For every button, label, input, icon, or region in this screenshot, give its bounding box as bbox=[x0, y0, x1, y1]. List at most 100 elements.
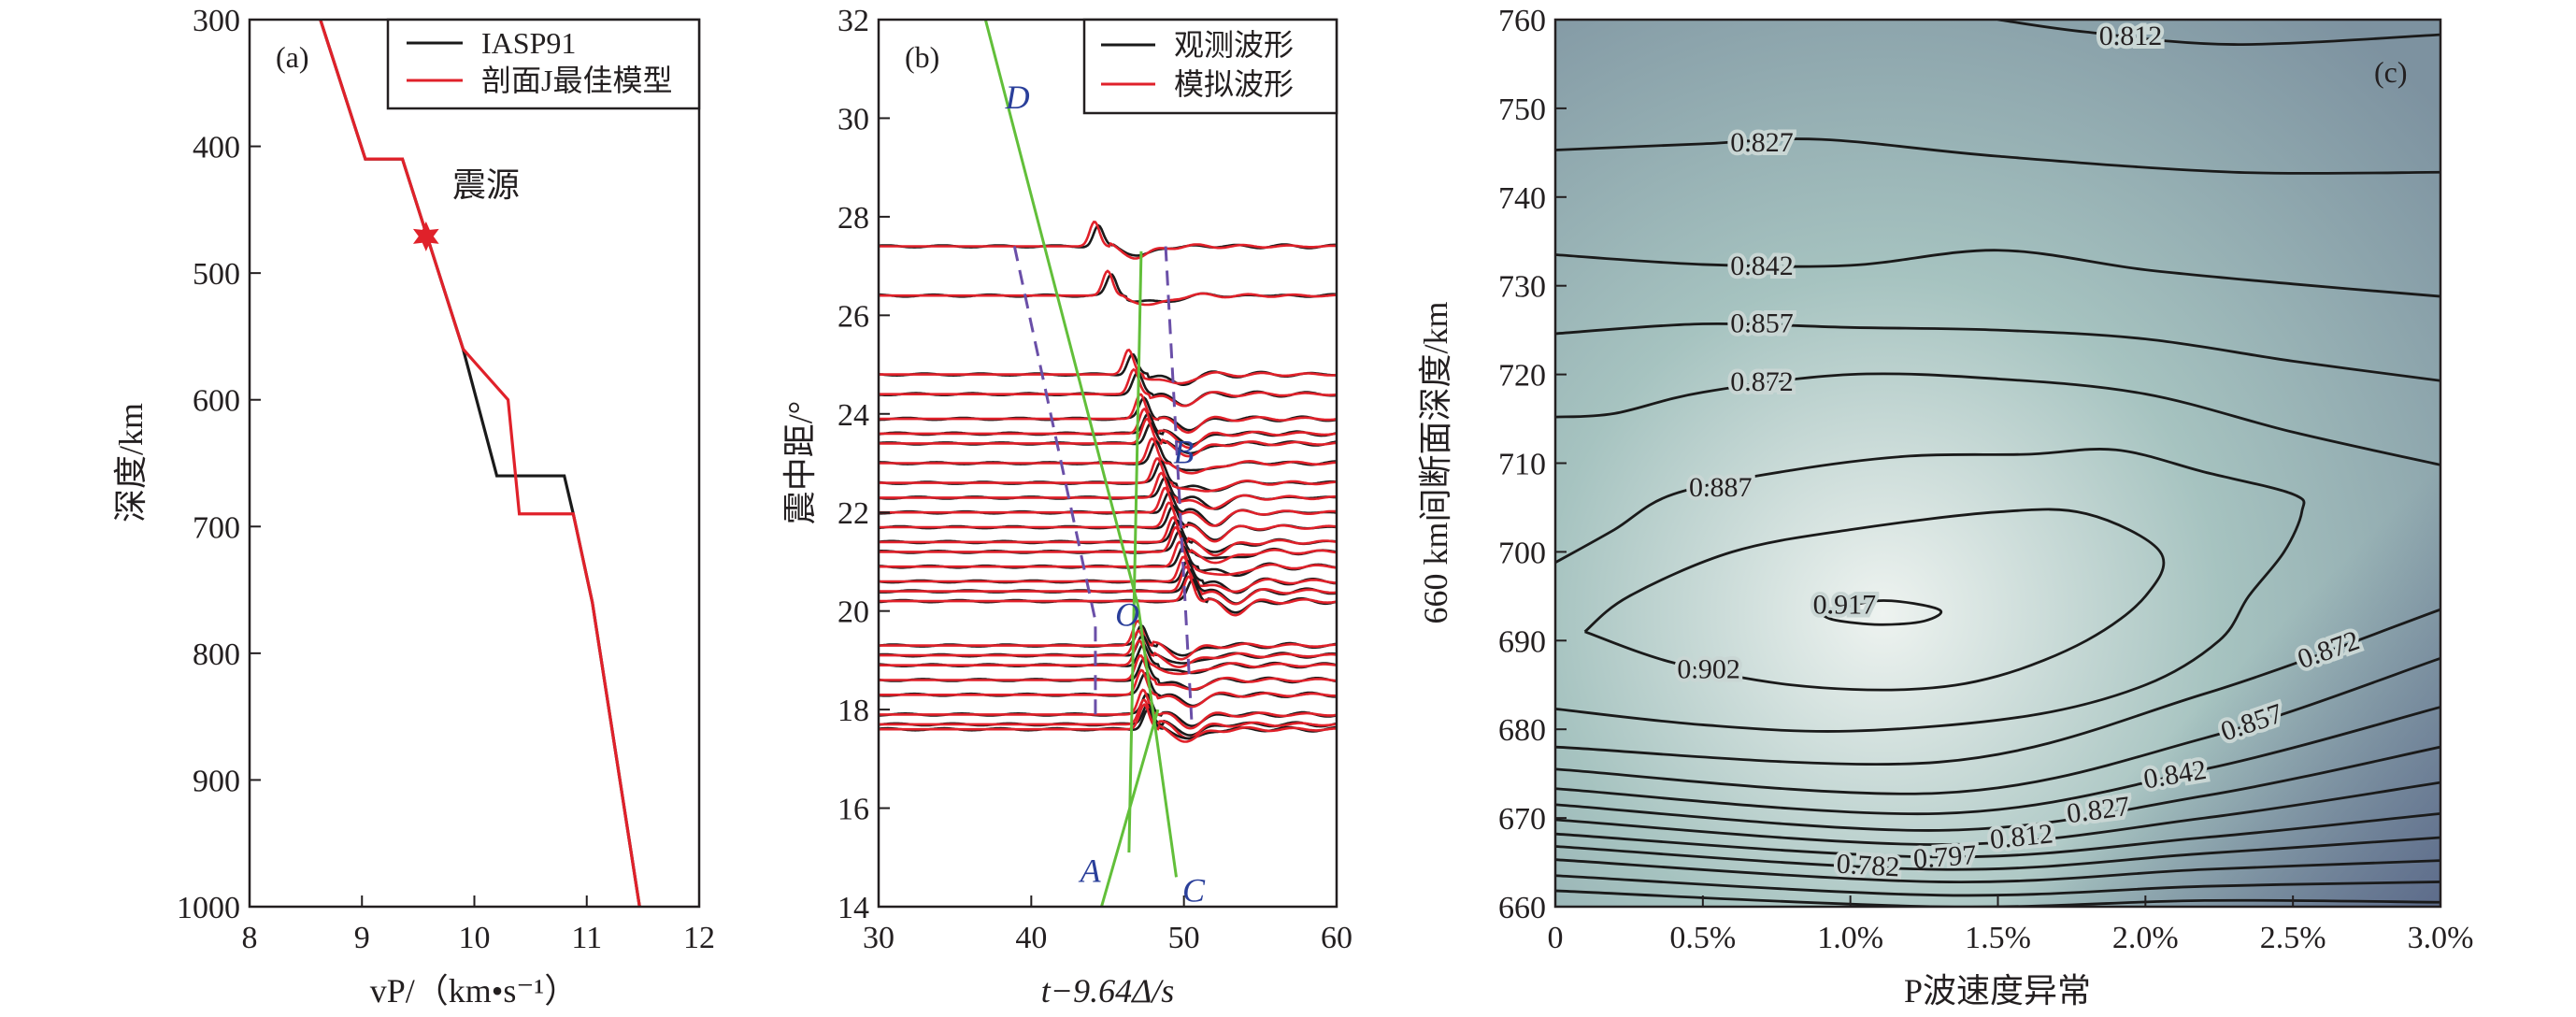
contour-fill-shade bbox=[1555, 20, 2440, 907]
panel-c-xtick-label: 2.5% bbox=[2260, 921, 2326, 955]
panel-b-ytick-label: 14 bbox=[837, 891, 869, 925]
panel-a-ytick-label: 400 bbox=[193, 131, 240, 165]
panel-b-ytick-label: 30 bbox=[837, 102, 869, 136]
synthetic-waveform bbox=[879, 269, 1337, 307]
synthetic-waveform bbox=[879, 566, 1337, 606]
panel-c-xtick-label: 2.0% bbox=[2112, 921, 2179, 955]
panel-a-velocity-profile: 8 9 10 11 12 300 400 500 600 700 800 900 1000 (a) IA… bbox=[112, 4, 715, 1010]
contour-line bbox=[1555, 836, 2440, 871]
panel-c-contour: 0.812 0.827 0.842 0.857 0.872 0.887 0.902 0.917… bbox=[1417, 4, 2473, 1010]
contour-line bbox=[1555, 608, 2440, 766]
contour-line bbox=[1555, 706, 2440, 816]
contour-line bbox=[1555, 745, 2440, 832]
panel-c-ytick-label: 750 bbox=[1498, 93, 1546, 127]
contour-line bbox=[1555, 448, 2306, 733]
legend-label-synthetic: 模拟波形 bbox=[1174, 67, 1294, 101]
observed-waveform bbox=[879, 693, 1337, 728]
synthetic-waveform bbox=[879, 540, 1337, 577]
hypocenter-label: 震源 bbox=[452, 166, 520, 204]
observed-waveform bbox=[879, 422, 1337, 455]
contour-label: 0.857 bbox=[1730, 308, 1794, 339]
observed-waveform bbox=[879, 396, 1337, 432]
observed-waveform bbox=[879, 352, 1337, 387]
panel-b-ytick-label: 24 bbox=[837, 398, 869, 433]
travel-time-branch-line bbox=[983, 20, 1178, 878]
dashed-window-line bbox=[1012, 246, 1097, 720]
panel-c-xtick-label: 0 bbox=[1548, 921, 1564, 955]
observed-waveform bbox=[879, 623, 1337, 657]
panel-b-ytick-label: 32 bbox=[837, 4, 869, 38]
contour-line bbox=[1555, 656, 2440, 795]
panel-a-ytick-label: 800 bbox=[193, 637, 240, 672]
contour-label: 0.902 bbox=[1677, 654, 1740, 685]
contour-line bbox=[1555, 858, 2440, 884]
branch-point-label: A bbox=[1079, 852, 1102, 890]
synthetic-waveform bbox=[879, 629, 1337, 669]
panel-b-xtick-label: 50 bbox=[1168, 921, 1200, 955]
panel-b-ytick-label: 20 bbox=[837, 595, 869, 630]
panel-c-ytick-label: 700 bbox=[1498, 536, 1546, 570]
panel-a-ytick-label: 700 bbox=[193, 510, 240, 545]
contour-line bbox=[1555, 781, 2440, 846]
panel-a-xtick-label: 12 bbox=[683, 921, 715, 955]
panel-c-xtick-label: 1.5% bbox=[1965, 921, 2031, 955]
synthetic-waveform bbox=[879, 348, 1337, 385]
panel-a-ytick-label: 300 bbox=[193, 4, 240, 38]
synthetic-waveform bbox=[879, 457, 1337, 493]
observed-waveform bbox=[879, 519, 1337, 553]
panel-a-xtick-label: 10 bbox=[459, 921, 491, 955]
travel-time-branch-line bbox=[1100, 709, 1160, 907]
contour-line bbox=[1555, 249, 2440, 298]
contour-label: 0.842 bbox=[1730, 251, 1794, 281]
observed-waveform bbox=[879, 567, 1337, 605]
observed-waveform bbox=[879, 529, 1337, 560]
panel-a-ytick-label: 600 bbox=[193, 384, 240, 419]
panel-b-ytick-label: 22 bbox=[837, 496, 869, 531]
contour-label: 0.887 bbox=[1689, 472, 1753, 503]
panel-c-ytick-label: 720 bbox=[1498, 359, 1546, 394]
synthetic-waveform bbox=[879, 654, 1337, 691]
synthetic-waveform bbox=[879, 486, 1337, 527]
contour-label: 0.827 bbox=[1730, 127, 1794, 158]
synthetic-waveform bbox=[879, 555, 1337, 594]
panel-c-label: (c) bbox=[2374, 55, 2408, 89]
panel-a-xtick-label: 11 bbox=[571, 921, 602, 955]
panel-b-xtick-label: 30 bbox=[863, 921, 894, 955]
contour-label: 0.812 bbox=[2099, 21, 2163, 51]
synthetic-waveform bbox=[879, 367, 1337, 408]
contour-line bbox=[1555, 811, 2440, 859]
contour-label: 0.872 bbox=[1730, 366, 1794, 397]
panel-a-legend: IASP91 剖面J最佳模型 bbox=[386, 18, 701, 110]
panel-c-ytick-label: 740 bbox=[1498, 181, 1546, 216]
contour-line bbox=[1555, 874, 2440, 897]
panel-b-ytick-label: 16 bbox=[837, 793, 869, 827]
observed-waveform bbox=[879, 579, 1337, 614]
contour-line bbox=[1820, 599, 1943, 626]
panel-c-xtick-label: 0.5% bbox=[1669, 921, 1736, 955]
contour-line bbox=[1583, 508, 2166, 692]
synthetic-waveform bbox=[879, 703, 1337, 743]
panel-c-ytick-label: 730 bbox=[1498, 270, 1546, 305]
synthetic-waveform bbox=[879, 221, 1337, 260]
observed-waveform bbox=[879, 223, 1337, 257]
panel-a-xtick-label: 8 bbox=[242, 921, 258, 955]
contour-line bbox=[1555, 137, 2440, 175]
synthetic-waveform bbox=[879, 575, 1337, 617]
contour-line bbox=[1997, 20, 2440, 46]
contour-line bbox=[1555, 322, 2440, 382]
panel-b-ytick-label: 26 bbox=[837, 299, 869, 334]
synthetic-waveform bbox=[879, 515, 1337, 557]
synthetic-waveform bbox=[879, 688, 1337, 730]
contour-label: 0.812 bbox=[1989, 818, 2054, 855]
panel-b-legend: 观测波形 模拟波形 bbox=[1082, 18, 1338, 115]
synthetic-waveform bbox=[879, 525, 1337, 565]
panel-c-xtick-label: 3.0% bbox=[2408, 921, 2474, 955]
synthetic-waveform bbox=[879, 501, 1337, 543]
synthetic-waveform bbox=[879, 471, 1337, 510]
panel-a-label: (a) bbox=[276, 40, 309, 74]
panel-b-xtick-label: 60 bbox=[1321, 921, 1352, 955]
observed-waveform bbox=[879, 634, 1337, 665]
synthetic-waveform bbox=[879, 698, 1337, 740]
synthetic-waveform bbox=[879, 393, 1337, 435]
dashed-window-line bbox=[1164, 246, 1194, 720]
